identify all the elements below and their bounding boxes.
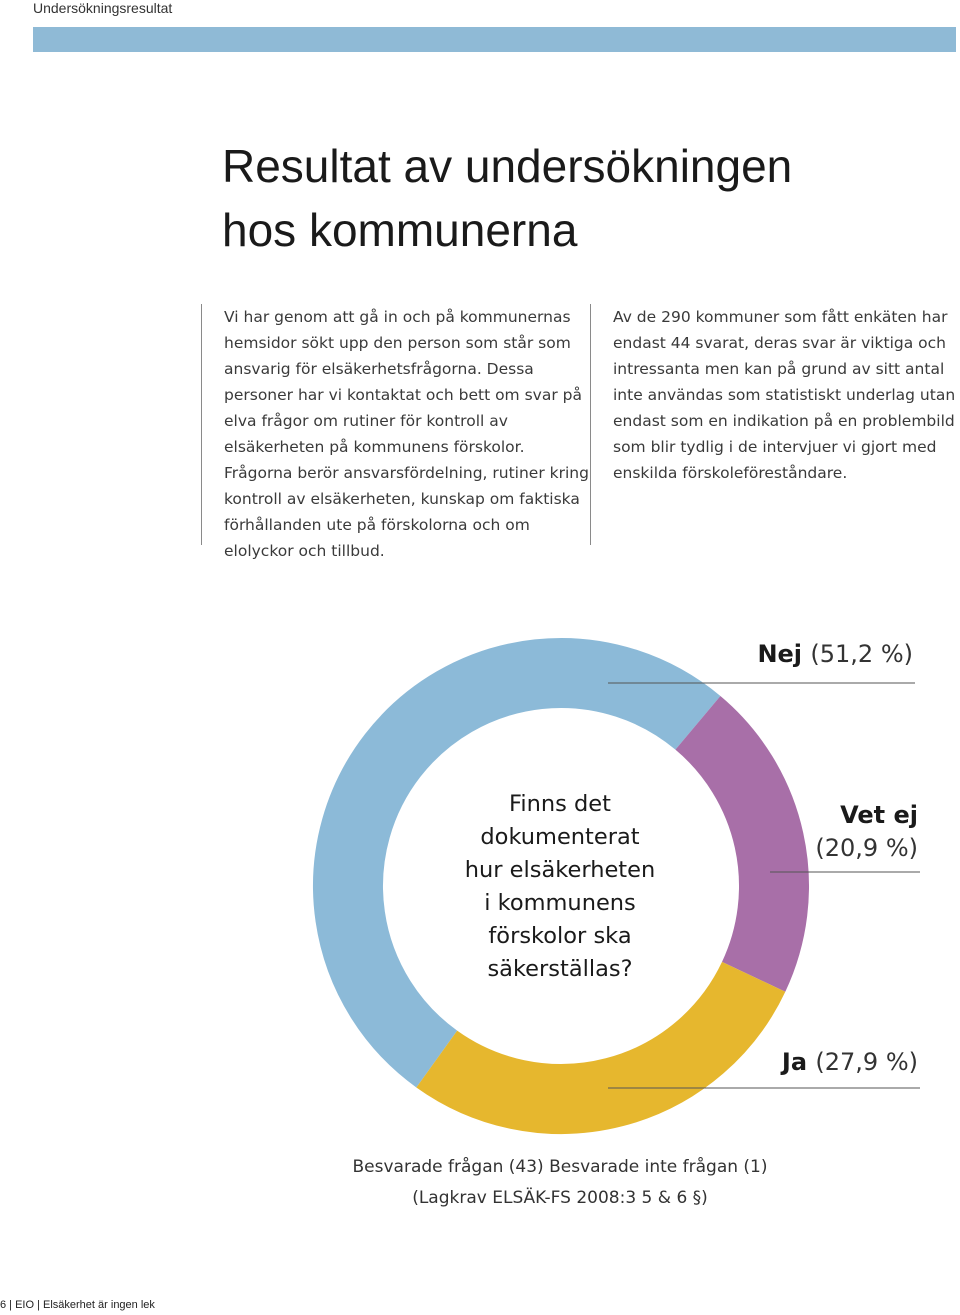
slice-labels: Nej (51,2 %) Vet ej (20,9 %) Ja (27,9 %) [757, 640, 918, 1076]
running-header: Undersökningsresultat [33, 0, 173, 16]
slice-label-vet-ej: Vet ej (20,9 %) [815, 801, 918, 862]
center-line-1: Finns det [509, 791, 611, 817]
text-column-left: Vi har genom att gå in och på kommunerna… [201, 304, 590, 560]
page-title-line-2: hos kommunerna [222, 204, 578, 256]
center-line-4: i kommunens [484, 890, 636, 916]
text-column-right: Av de 290 kommuner som fått enkäten har … [590, 304, 960, 545]
center-line-3: hur elsäkerheten [464, 857, 656, 883]
paragraph-right: Av de 290 kommuner som fått enkäten har … [613, 308, 956, 482]
page-title: Resultat av undersökningen hos kommunern… [222, 134, 792, 262]
chart-caption-law: (Lagkrav ELSÄK-FS 2008:3 5 & 6 §) [412, 1188, 708, 1208]
page-title-line-1: Resultat av undersökningen [222, 140, 793, 192]
chart-caption-answers: Besvarade frågan (43) Besvarade inte frå… [352, 1157, 768, 1177]
center-line-5: förskolor ska [488, 923, 632, 949]
header-color-bar [33, 27, 956, 52]
center-line-2: dokumenterat [480, 824, 640, 850]
donut-slice-nej [313, 638, 721, 1088]
page-footer: 6 | EIO | Elsäkerhet är ingen lek [0, 1299, 155, 1311]
center-line-6: säkerställas? [487, 956, 633, 982]
donut-slice-vet-ej [674, 696, 809, 992]
donut-slice-ja [416, 961, 786, 1134]
chart-center-question: Finns det dokumenterat hur elsäkerheten … [460, 788, 660, 986]
slice-label-nej: Nej (51,2 %) [757, 640, 913, 668]
label-leader-lines [608, 682, 920, 1089]
paragraph-left: Vi har genom att gå in och på kommunerna… [224, 308, 589, 560]
slice-label-ja: Ja (27,9 %) [780, 1048, 918, 1076]
donut-slices [313, 638, 809, 1134]
donut-chart: Nej (51,2 %) Vet ej (20,9 %) Ja (27,9 %) [313, 638, 920, 1134]
